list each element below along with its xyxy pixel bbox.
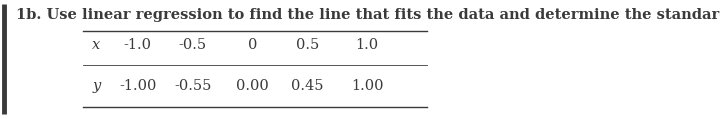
Text: x: x <box>92 38 101 52</box>
Text: -0.55: -0.55 <box>174 79 212 93</box>
Text: -1.0: -1.0 <box>124 38 152 52</box>
Text: -1.00: -1.00 <box>119 79 156 93</box>
Text: 0: 0 <box>248 38 257 52</box>
Text: -0.5: -0.5 <box>179 38 207 52</box>
Text: 0.00: 0.00 <box>236 79 269 93</box>
Text: y: y <box>92 79 101 93</box>
Text: 0.45: 0.45 <box>291 79 324 93</box>
Text: 0.5: 0.5 <box>296 38 319 52</box>
Text: 1.00: 1.00 <box>351 79 383 93</box>
Text: 1b. Use linear regression to find the line that fits the data and determine the : 1b. Use linear regression to find the li… <box>16 8 720 22</box>
Text: 1.0: 1.0 <box>356 38 379 52</box>
